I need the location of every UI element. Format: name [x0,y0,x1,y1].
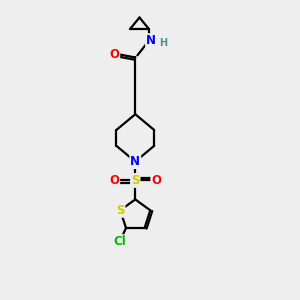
Text: O: O [151,174,161,187]
Text: Cl: Cl [113,235,126,248]
Text: N: N [146,34,156,47]
Text: N: N [130,155,140,168]
Text: H: H [160,38,168,48]
Text: O: O [109,48,119,61]
Text: O: O [109,174,119,187]
Text: S: S [131,174,140,187]
Text: S: S [116,204,124,217]
